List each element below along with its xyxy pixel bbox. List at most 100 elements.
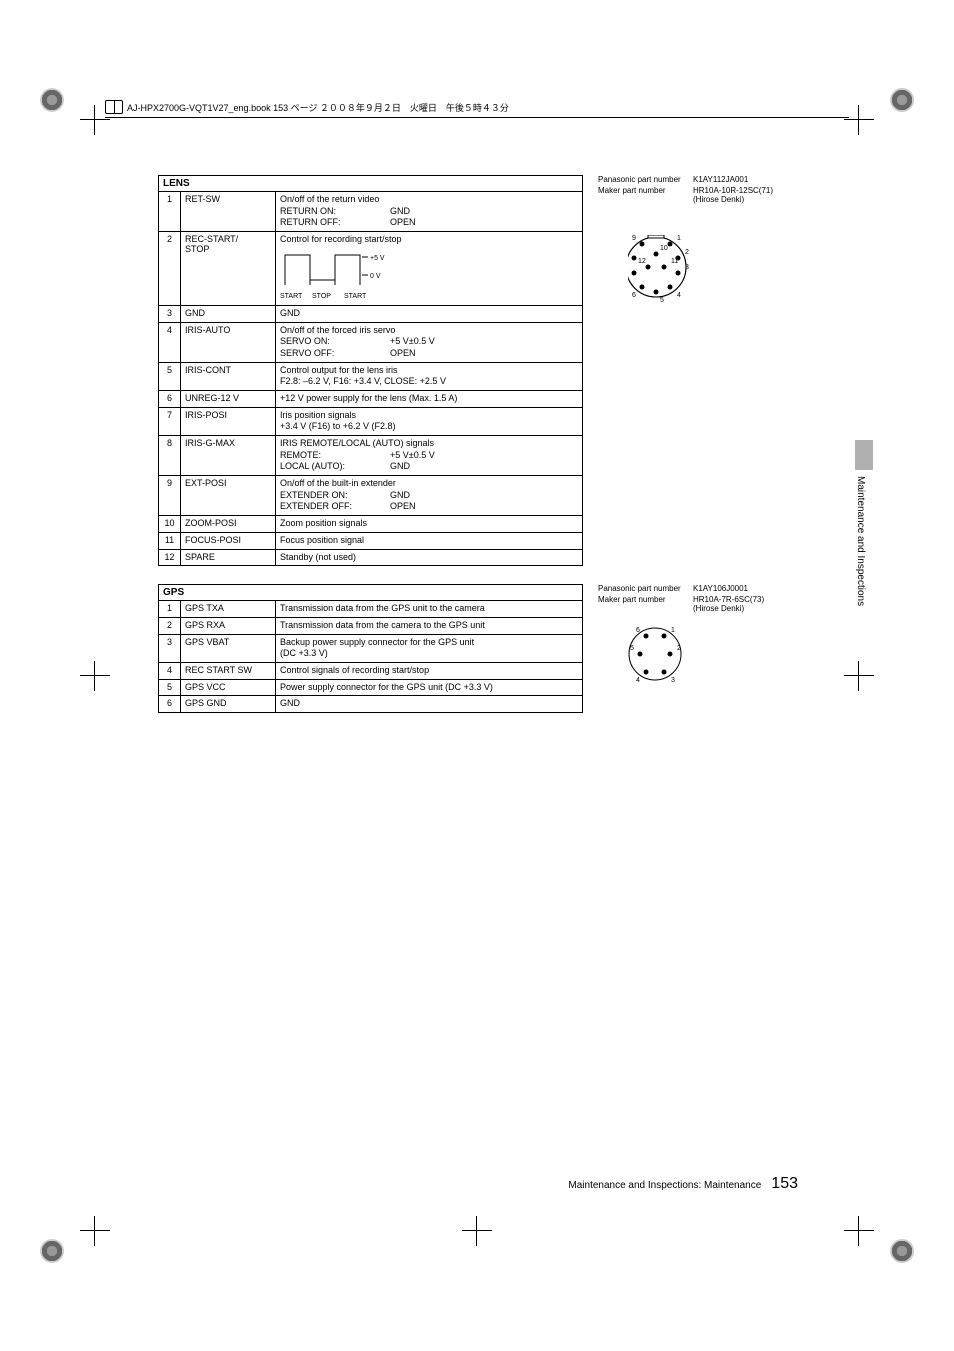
pin-name: SPARE xyxy=(181,549,276,566)
pin-number: 2 xyxy=(159,232,181,306)
table-row: 11FOCUS-POSIFocus position signal xyxy=(159,532,583,549)
pin-number: 8 xyxy=(159,436,181,476)
pin-name: GPS RXA xyxy=(181,617,276,634)
crop-mark xyxy=(447,1221,507,1281)
part-info-row: Panasonic part numberK1AY106J0001 xyxy=(598,584,798,593)
svg-text:6: 6 xyxy=(632,292,636,299)
part-value: HR10A-7R-6SC(73)(Hirose Denki) xyxy=(693,595,798,613)
pin-description: Transmission data from the GPS unit to t… xyxy=(276,601,583,618)
svg-text:5: 5 xyxy=(630,645,634,652)
pin-number: 4 xyxy=(159,662,181,679)
svg-text:+5 V: +5 V xyxy=(370,255,385,262)
pin-name: IRIS-G-MAX xyxy=(181,436,276,476)
tab-marker xyxy=(855,440,873,470)
part-label: Maker part number xyxy=(598,186,693,204)
footer-breadcrumb: Maintenance and Inspections: Maintenance xyxy=(568,1180,761,1191)
svg-text:10: 10 xyxy=(660,245,668,252)
pin-description: Backup power supply connector for the GP… xyxy=(276,634,583,662)
pin-description: Transmission data from the camera to the… xyxy=(276,617,583,634)
lens-title: LENS xyxy=(159,176,583,192)
table-row: 1GPS TXATransmission data from the GPS u… xyxy=(159,601,583,618)
svg-text:9: 9 xyxy=(632,235,636,242)
pin-name: REC START SW xyxy=(181,662,276,679)
pin-name: IRIS-CONT xyxy=(181,362,276,390)
gps-connector-diagram: 123456 xyxy=(628,626,698,691)
part-label: Panasonic part number xyxy=(598,175,693,184)
pin-number: 5 xyxy=(159,362,181,390)
table-row: 6UNREG-12 V+12 V power supply for the le… xyxy=(159,390,583,407)
lens-table: LENS 1RET-SWOn/off of the return videoRE… xyxy=(158,175,583,566)
table-row: 8IRIS-G-MAXIRIS REMOTE/LOCAL (AUTO) sign… xyxy=(159,436,583,476)
pin-name: ZOOM-POSI xyxy=(181,516,276,533)
part-info-row: Panasonic part numberK1AY112JA001 xyxy=(598,175,798,184)
pin-name: EXT-POSI xyxy=(181,476,276,516)
pin-number: 4 xyxy=(159,322,181,362)
part-info-row: Maker part numberHR10A-10R-12SC(71)(Hiro… xyxy=(598,186,798,204)
gps-part-info: Panasonic part numberK1AY106J0001 Maker p… xyxy=(598,584,798,615)
pin-description: Focus position signal xyxy=(276,532,583,549)
pin-number: 5 xyxy=(159,679,181,696)
pin-description: On/off of the return videoRETURN ON:GNDR… xyxy=(276,192,583,232)
pin-description: GND xyxy=(276,696,583,713)
svg-text:3: 3 xyxy=(671,677,675,684)
svg-text:2: 2 xyxy=(685,249,689,256)
table-row: 2REC-START/STOPControl for recording sta… xyxy=(159,232,583,306)
crop-mark xyxy=(40,1221,100,1281)
table-row: 2GPS RXATransmission data from the camer… xyxy=(159,617,583,634)
svg-text:0 V: 0 V xyxy=(370,273,381,280)
svg-text:2: 2 xyxy=(677,645,681,652)
part-value: HR10A-10R-12SC(71)(Hirose Denki) xyxy=(693,186,798,204)
crop-mark xyxy=(854,70,914,130)
print-header: AJ-HPX2700G-VQT1V27_eng.book 153 ページ ２００… xyxy=(105,100,849,118)
part-info-row: Maker part numberHR10A-7R-6SC(73)(Hirose… xyxy=(598,595,798,613)
table-row: 9EXT-POSIOn/off of the built-in extender… xyxy=(159,476,583,516)
part-label: Panasonic part number xyxy=(598,584,693,593)
pin-number: 1 xyxy=(159,192,181,232)
pin-number: 3 xyxy=(159,305,181,322)
table-row: 5IRIS-CONTControl output for the lens ir… xyxy=(159,362,583,390)
pin-number: 1 xyxy=(159,601,181,618)
part-label: Maker part number xyxy=(598,595,693,613)
pin-number: 6 xyxy=(159,390,181,407)
pin-description: +12 V power supply for the lens (Max. 1.… xyxy=(276,390,583,407)
pin-description: On/off of the built-in extenderEXTENDER … xyxy=(276,476,583,516)
pin-name: UNREG-12 V xyxy=(181,390,276,407)
pin-number: 12 xyxy=(159,549,181,566)
pin-description: On/off of the forced iris servoSERVO ON:… xyxy=(276,322,583,362)
waveform-diagram: +5 V 0 V xyxy=(280,250,430,290)
side-tab: Maintenance and Inspections xyxy=(855,440,873,660)
pin-name: GPS TXA xyxy=(181,601,276,618)
table-row: 3GNDGND xyxy=(159,305,583,322)
pin-description: Power supply connector for the GPS unit … xyxy=(276,679,583,696)
pin-number: 3 xyxy=(159,634,181,662)
table-row: 4IRIS-AUTOOn/off of the forced iris serv… xyxy=(159,322,583,362)
pin-description: Control output for the lens irisF2.8: –6… xyxy=(276,362,583,390)
svg-text:3: 3 xyxy=(685,264,689,271)
crop-mark xyxy=(40,646,100,706)
crop-mark xyxy=(854,1221,914,1281)
svg-text:4: 4 xyxy=(677,292,681,299)
pin-description: Control for recording start/stop+5 V0 VS… xyxy=(276,232,583,306)
svg-text:4: 4 xyxy=(636,677,640,684)
lens-connector-diagram: 123456789101112 xyxy=(628,235,718,320)
table-row: 4REC START SWControl signals of recordin… xyxy=(159,662,583,679)
side-tab-label: Maintenance and Inspections xyxy=(855,470,866,606)
svg-text:6: 6 xyxy=(636,627,640,634)
pin-name: REC-START/STOP xyxy=(181,232,276,306)
pin-name: GPS GND xyxy=(181,696,276,713)
pin-description: Standby (not used) xyxy=(276,549,583,566)
gps-section: GPS 1GPS TXATransmission data from the G… xyxy=(158,584,798,713)
pin-name: IRIS-POSI xyxy=(181,407,276,435)
svg-text:1: 1 xyxy=(677,235,681,242)
page-number: 153 xyxy=(771,1175,798,1193)
table-row: 6GPS GNDGND xyxy=(159,696,583,713)
pin-name: GND xyxy=(181,305,276,322)
pin-number: 11 xyxy=(159,532,181,549)
table-row: 1RET-SWOn/off of the return videoRETURN … xyxy=(159,192,583,232)
pin-name: GPS VBAT xyxy=(181,634,276,662)
svg-text:5: 5 xyxy=(660,297,664,304)
pin-description: Control signals of recording start/stop xyxy=(276,662,583,679)
pin-number: 7 xyxy=(159,407,181,435)
pin-description: Iris position signals+3.4 V (F16) to +6.… xyxy=(276,407,583,435)
pin-name: IRIS-AUTO xyxy=(181,322,276,362)
